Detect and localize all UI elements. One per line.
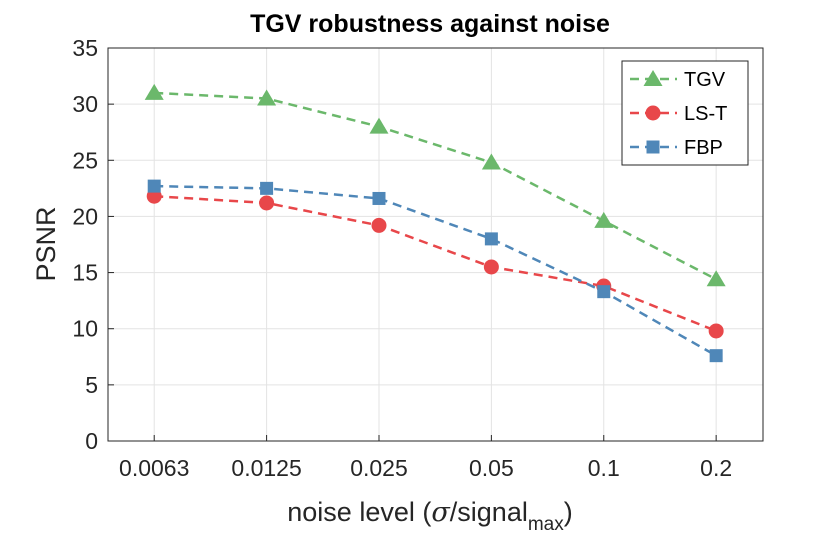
series-ls-t	[146, 188, 724, 339]
data-point	[483, 259, 499, 275]
legend: TGV LS-T FBP	[621, 60, 749, 166]
series-fbp	[147, 179, 723, 363]
data-point	[259, 195, 275, 211]
data-point	[371, 217, 387, 233]
data-point	[147, 179, 161, 193]
data-point	[260, 181, 274, 195]
y-tick-label: 30	[72, 91, 98, 117]
data-point	[708, 323, 724, 339]
data-point	[257, 89, 277, 106]
data-point	[369, 117, 389, 134]
grid-lines	[108, 47, 763, 442]
chart-title: TGV robustness against noise	[250, 10, 610, 38]
series-line	[154, 194, 717, 333]
series-line	[154, 91, 717, 281]
x-tick-label: 0.025	[350, 455, 408, 481]
series-layer	[144, 83, 726, 363]
y-axis-ticks: 0 5 10 15 20 25 30 35	[72, 35, 114, 454]
plot-area-frame	[107, 47, 764, 442]
data-point	[484, 232, 498, 246]
x-axis-label: noise level (σ/signalmax)	[287, 497, 572, 535]
series-tgv	[144, 83, 726, 287]
x-tick-label: 0.0125	[231, 455, 301, 481]
data-point	[597, 285, 611, 299]
legend-label: LS-T	[684, 103, 727, 125]
x-tick-label: 0.05	[469, 455, 514, 481]
y-tick-label: 25	[72, 147, 98, 173]
y-tick-label: 0	[85, 428, 98, 454]
y-tick-label: 5	[85, 372, 98, 398]
data-point	[372, 191, 386, 205]
legend-marker	[643, 70, 663, 86]
legend-label: TGV	[684, 69, 726, 91]
data-point	[709, 349, 723, 363]
x-axis-ticks: 0.0063 0.0125 0.025 0.05 0.1 0.2	[119, 435, 732, 481]
data-point	[594, 211, 614, 228]
legend-marker	[645, 105, 661, 121]
data-point	[144, 83, 164, 100]
legend-item-fbp: FBP	[630, 137, 723, 159]
data-point	[706, 270, 726, 287]
legend-item-tgv: TGV	[630, 69, 726, 91]
y-tick-label: 15	[72, 260, 98, 286]
y-tick-label: 10	[72, 316, 98, 342]
legend-box	[621, 60, 749, 166]
y-tick-label: 35	[72, 35, 98, 61]
legend-label: FBP	[684, 137, 723, 159]
y-axis-label: PSNR	[31, 206, 61, 281]
x-tick-label: 0.0063	[119, 455, 189, 481]
series-line	[154, 184, 717, 357]
x-tick-label: 0.1	[588, 455, 620, 481]
x-tick-label: 0.2	[700, 455, 732, 481]
legend-item-ls-t: LS-T	[630, 103, 727, 125]
y-tick-label: 20	[72, 203, 98, 229]
legend-marker	[646, 140, 660, 154]
data-point	[481, 153, 501, 170]
